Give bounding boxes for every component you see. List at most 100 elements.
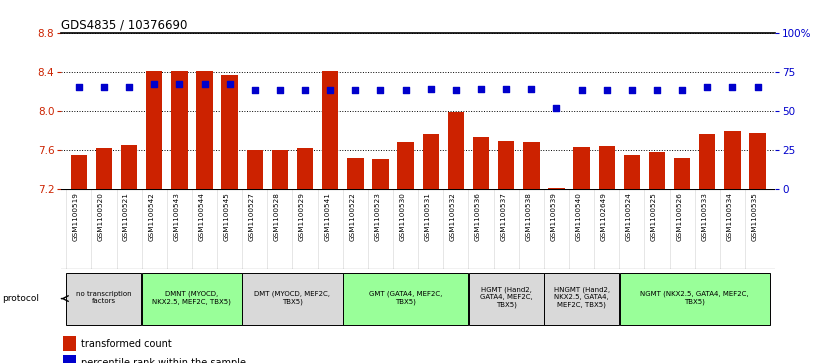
Text: GSM1100542: GSM1100542 [149,192,154,241]
Point [399,87,412,93]
Text: GSM1100527: GSM1100527 [249,192,255,241]
Text: transformed count: transformed count [81,339,172,349]
Text: GSM1100534: GSM1100534 [726,192,733,241]
Text: GSM1100540: GSM1100540 [575,192,582,241]
FancyBboxPatch shape [343,273,468,325]
Text: GSM1100529: GSM1100529 [299,192,305,241]
Point [299,87,312,93]
Bar [221,75,237,189]
Bar [623,155,640,189]
Bar [423,134,439,189]
Point [173,81,186,87]
Point [575,87,588,93]
Point [248,87,261,93]
Bar [171,71,188,189]
Bar [322,71,339,189]
Bar [397,142,414,189]
Point [726,85,739,90]
FancyBboxPatch shape [142,273,242,325]
Bar [523,142,539,189]
Text: GSM1100520: GSM1100520 [98,192,104,241]
Bar [548,188,565,189]
Point [751,85,764,90]
Point [198,81,211,87]
Bar [473,137,490,189]
Bar [71,155,87,189]
Point [324,87,337,93]
Point [499,86,512,92]
Text: GSM1100538: GSM1100538 [526,192,531,241]
Point [223,81,236,87]
Text: GSM1100523: GSM1100523 [375,192,380,241]
Point [122,85,135,90]
Text: GSM1100525: GSM1100525 [651,192,657,241]
Text: GSM1100532: GSM1100532 [450,192,456,241]
Point [148,81,161,87]
FancyBboxPatch shape [66,273,141,325]
Point [650,87,663,93]
Point [601,87,614,93]
Bar [749,133,765,189]
Bar [64,355,76,363]
Point [73,85,86,90]
Text: DMNT (MYOCD,
NKX2.5, MEF2C, TBX5): DMNT (MYOCD, NKX2.5, MEF2C, TBX5) [153,290,232,305]
Text: GSM1100533: GSM1100533 [701,192,707,241]
Bar [95,148,112,189]
Bar [297,148,313,189]
Bar [649,152,665,189]
Bar [272,150,288,189]
Text: GSM1100522: GSM1100522 [349,192,355,241]
Text: GSM1100537: GSM1100537 [500,192,506,241]
Point [701,85,714,90]
Point [374,87,387,93]
Bar [674,158,690,189]
Bar [574,147,590,189]
Bar [246,150,263,189]
Text: GSM1100530: GSM1100530 [400,192,406,241]
Point [475,86,488,92]
Text: GSM1100526: GSM1100526 [676,192,682,241]
Point [424,86,437,92]
Bar [699,134,716,189]
Text: protocol: protocol [2,294,39,303]
Point [348,87,361,93]
Text: HNGMT (Hand2,
NKX2.5, GATA4,
MEF2C, TBX5): HNGMT (Hand2, NKX2.5, GATA4, MEF2C, TBX5… [553,286,610,309]
Text: HGMT (Hand2,
GATA4, MEF2C,
TBX5): HGMT (Hand2, GATA4, MEF2C, TBX5) [480,286,533,309]
Point [550,105,563,110]
Text: GSM1100524: GSM1100524 [626,192,632,241]
Text: percentile rank within the sample: percentile rank within the sample [81,358,246,363]
Text: GMT (GATA4, MEF2C,
TBX5): GMT (GATA4, MEF2C, TBX5) [369,290,442,305]
Bar [347,158,363,189]
Text: GSM1100519: GSM1100519 [73,192,79,241]
Text: GSM1100541: GSM1100541 [324,192,330,241]
Text: GSM1102649: GSM1102649 [601,192,607,241]
Bar [146,71,162,189]
FancyBboxPatch shape [619,273,770,325]
Bar [64,336,76,351]
Point [676,87,689,93]
Bar [498,141,514,189]
Text: GSM1100545: GSM1100545 [224,192,229,241]
Text: GDS4835 / 10376690: GDS4835 / 10376690 [61,19,188,32]
Point [97,85,110,90]
Bar [448,112,464,189]
Text: no transcription
factors: no transcription factors [76,291,131,304]
Point [273,87,286,93]
Text: GSM1100544: GSM1100544 [198,192,205,241]
Text: GSM1100531: GSM1100531 [425,192,431,241]
Text: GSM1100528: GSM1100528 [274,192,280,241]
Bar [121,145,137,189]
Bar [372,159,388,189]
Point [450,87,463,93]
Bar [197,71,213,189]
FancyBboxPatch shape [544,273,619,325]
FancyBboxPatch shape [242,273,343,325]
Text: GSM1100543: GSM1100543 [173,192,180,241]
FancyBboxPatch shape [468,273,543,325]
Text: GSM1100539: GSM1100539 [551,192,557,241]
Text: GSM1100535: GSM1100535 [752,192,757,241]
Point [525,86,538,92]
Point [625,87,638,93]
Bar [725,131,741,189]
Text: NGMT (NKX2.5, GATA4, MEF2C,
TBX5): NGMT (NKX2.5, GATA4, MEF2C, TBX5) [641,290,749,305]
